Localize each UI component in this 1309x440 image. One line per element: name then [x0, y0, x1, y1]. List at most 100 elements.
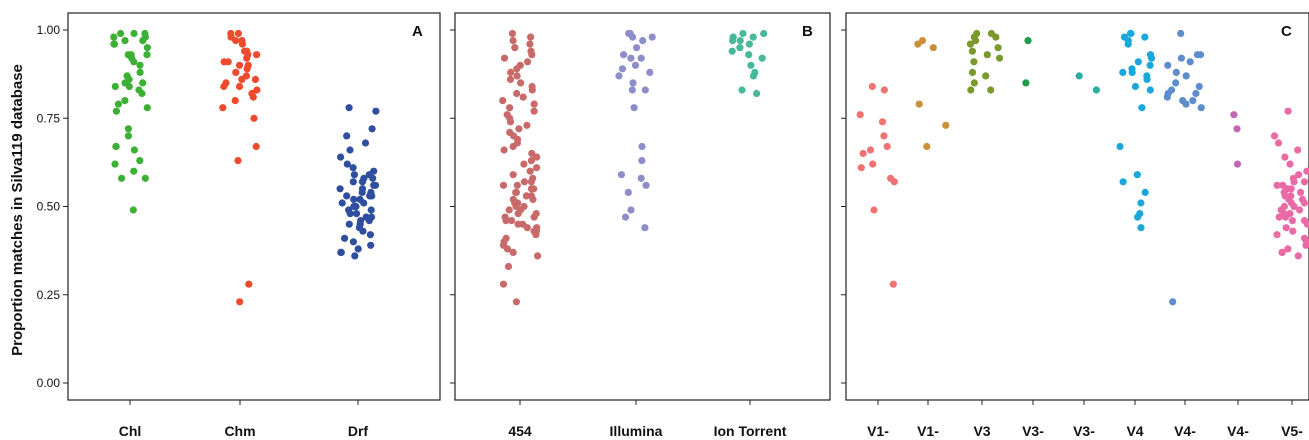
data-point [1281, 153, 1289, 161]
data-point [621, 213, 630, 221]
y-tick-label: 0.00 [37, 376, 61, 390]
data-point [509, 37, 517, 45]
data-point [629, 79, 637, 87]
data-point [1182, 72, 1190, 80]
data-point [253, 51, 261, 59]
data-point [530, 100, 538, 108]
panel-label: B [802, 23, 813, 40]
data-point [1275, 213, 1283, 221]
y-tick-label: 0.75 [37, 111, 61, 125]
data-point [633, 44, 641, 52]
data-point [508, 29, 516, 38]
data-point [345, 104, 353, 112]
data-point [1172, 79, 1180, 87]
data-point [500, 54, 509, 62]
data-point [739, 29, 747, 38]
data-point [1288, 217, 1296, 225]
data-point [111, 160, 119, 168]
data-point [234, 157, 242, 165]
data-point [1303, 167, 1309, 175]
data-point [966, 40, 975, 48]
data-point [341, 234, 349, 242]
data-point [343, 132, 351, 140]
data-point [736, 44, 744, 52]
data-point [527, 33, 535, 41]
data-point [1294, 252, 1302, 260]
data-point [243, 54, 251, 62]
data-point [1233, 125, 1241, 133]
data-point [349, 238, 357, 246]
data-point [638, 157, 646, 165]
data-point [637, 174, 645, 182]
panel-frame [67, 12, 441, 401]
data-point [124, 132, 132, 140]
data-point [620, 51, 628, 59]
data-point [915, 100, 923, 108]
data-point [1273, 181, 1281, 189]
data-point [1134, 58, 1142, 66]
data-point [1290, 178, 1298, 186]
data-point [220, 58, 228, 66]
data-point [130, 29, 138, 38]
y-tick-label: 1.00 [37, 23, 61, 37]
data-point [1146, 61, 1154, 69]
data-point [507, 217, 516, 225]
data-point [527, 178, 536, 186]
data-point [983, 51, 991, 59]
data-point [232, 37, 240, 45]
data-point [1128, 68, 1136, 76]
data-point [890, 178, 898, 186]
x-tick-label: Ion Torrent [714, 423, 787, 439]
data-point [1282, 213, 1290, 221]
data-point [250, 114, 258, 122]
data-point [520, 178, 529, 186]
data-point [110, 40, 119, 48]
x-tick-label: Chm [224, 423, 255, 439]
data-point [1302, 241, 1309, 249]
data-point [235, 61, 244, 69]
data-point [749, 33, 757, 41]
data-point [252, 142, 260, 151]
data-point [368, 125, 376, 133]
data-point [117, 29, 125, 38]
data-point [136, 68, 144, 76]
data-point [129, 206, 137, 214]
data-point [1192, 89, 1200, 98]
data-point [628, 86, 636, 94]
data-point [505, 206, 513, 214]
data-point [641, 86, 649, 94]
data-point [534, 252, 542, 260]
data-point [533, 153, 541, 161]
data-point [859, 149, 867, 158]
data-point [112, 107, 120, 115]
data-point [929, 44, 937, 52]
data-point [238, 75, 246, 83]
data-point [369, 174, 377, 182]
data-point [526, 167, 534, 175]
data-point [527, 185, 536, 193]
data-point [513, 89, 521, 98]
data-point [648, 33, 656, 41]
data-point [1138, 104, 1146, 112]
data-point [219, 104, 227, 112]
data-point [629, 33, 637, 41]
data-point [524, 58, 532, 66]
data-point [121, 97, 129, 105]
data-point [1289, 227, 1297, 235]
panel-frame [845, 12, 1309, 401]
data-point [499, 181, 508, 189]
data-point [942, 121, 950, 129]
data-point [512, 188, 520, 196]
data-point [110, 33, 118, 41]
data-point [869, 160, 877, 168]
data-point [512, 298, 521, 306]
data-point [968, 47, 977, 55]
x-tick-label: V4- [1227, 423, 1249, 439]
data-point [220, 82, 228, 91]
data-point [618, 65, 627, 73]
data-point [1141, 33, 1149, 41]
data-point [1303, 220, 1309, 228]
data-point [336, 185, 344, 193]
data-point [1137, 224, 1145, 232]
data-point [509, 248, 517, 256]
